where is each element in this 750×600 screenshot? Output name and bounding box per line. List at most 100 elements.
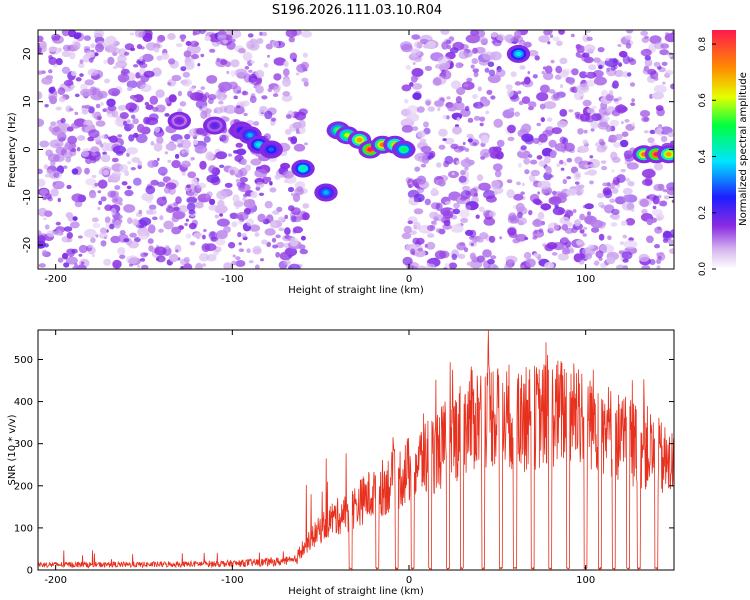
colorbar-label: Normalized spectral amplitude (738, 72, 749, 226)
heatmap-speckle (185, 147, 190, 153)
heatmap-speckle (65, 157, 72, 163)
heatmap-speckle (133, 132, 139, 138)
heatmap-speckle (534, 218, 540, 225)
heatmap-speckle (619, 139, 629, 148)
heatmap-speckle (241, 100, 250, 107)
heatmap-speckle (476, 30, 486, 38)
heatmap-speckle (591, 227, 600, 233)
heatmap-speckle (62, 252, 69, 260)
heatmap-speckle (554, 142, 568, 152)
heatmap-speckle (65, 256, 78, 265)
heatmap-speckle (50, 97, 54, 101)
heatmap-speckle (583, 129, 588, 134)
heatmap-speckle (114, 185, 121, 190)
heatmap-speckle (46, 230, 56, 238)
colorbar-ticks: 0.0 0.2 0.4 0.6 0.8 (698, 37, 716, 276)
heatmap-speckle (523, 41, 532, 48)
heatmap-speckle (75, 77, 82, 82)
snr-series-line (38, 330, 674, 570)
heatmap-speckle (493, 191, 498, 196)
heatmap-speckle (490, 51, 502, 61)
heatmap-speckle (224, 182, 233, 188)
heatmap-speckle (416, 175, 427, 185)
heatmap-speckle (219, 164, 225, 168)
heatmap-speckle (132, 118, 139, 125)
heatmap-speckle (139, 56, 144, 62)
heatmap-speckle (63, 79, 74, 87)
heatmap-speckle (406, 113, 420, 122)
heatmap-speckle (665, 32, 669, 36)
heatmap-speckle (171, 226, 182, 235)
heatmap-speckle (202, 234, 206, 240)
heatmap-speckle (492, 146, 502, 153)
heatmap-speckle (127, 217, 133, 225)
heatmap-speckle (589, 155, 594, 159)
heatmap-speckle (235, 105, 241, 109)
heatmap-speckle (653, 84, 667, 94)
heatmap-speckle (622, 71, 629, 78)
heatmap-speckle (605, 94, 614, 102)
heatmap-speckle (638, 253, 650, 262)
heatmap-speckle (95, 43, 104, 53)
snr-xlabel: Height of straight line (km) (288, 586, 424, 597)
heatmap-speckle (103, 59, 107, 65)
heatmap-speckle (401, 124, 414, 133)
x-tick-label: -200 (44, 575, 67, 586)
heatmap-speckle (504, 34, 515, 43)
heatmap-speckle (234, 68, 248, 78)
heatmap-speckle (473, 101, 484, 109)
heatmap-speckle (152, 216, 158, 221)
heatmap-speckle (485, 99, 491, 106)
heatmap-speckle (66, 126, 74, 132)
heatmap-speckle (462, 141, 466, 146)
heatmap-speckle (590, 219, 604, 229)
heatmap-speckle (534, 170, 538, 174)
heatmap-speckle (91, 253, 95, 258)
heatmap-speckle (520, 145, 527, 151)
heatmap-speckle (150, 208, 157, 215)
heatmap-speckle (580, 96, 583, 100)
heatmap-speckle (598, 64, 603, 70)
heatmap-speckle (48, 57, 57, 65)
heatmap-ridge-blob (400, 147, 407, 152)
heatmap-speckle (38, 178, 46, 187)
heatmap-speckle (540, 117, 545, 123)
heatmap-speckle (137, 164, 142, 170)
heatmap-speckle (583, 44, 596, 53)
heatmap-speckle (671, 31, 674, 34)
heatmap-speckle (592, 57, 601, 63)
heatmap-ridge-blob (515, 51, 522, 57)
heatmap-speckle (445, 201, 452, 205)
heatmap-speckle (70, 85, 76, 89)
heatmap-speckle (278, 216, 285, 222)
heatmap-speckle (257, 213, 266, 223)
heatmap-ridge-blob (211, 123, 218, 128)
heatmap-speckle (589, 163, 596, 169)
heatmap-speckle (579, 229, 585, 234)
heatmap-speckle (448, 262, 458, 269)
heatmap-speckle (660, 135, 668, 143)
heatmap-speckle (216, 218, 230, 227)
heatmap-speckle (411, 67, 424, 77)
heatmap-speckle (613, 98, 619, 102)
heatmap-speckle (156, 39, 163, 44)
heatmap-speckle (61, 50, 72, 58)
heatmap-speckle (41, 43, 47, 49)
spectrogram-xlabel: Height of straight line (km) (288, 285, 424, 296)
heatmap-speckle (600, 204, 607, 209)
heatmap-speckle (456, 117, 460, 122)
heatmap-speckle (135, 133, 148, 144)
heatmap-speckle (122, 120, 128, 126)
heatmap-speckle (136, 44, 143, 50)
heatmap-speckle (193, 232, 203, 239)
heatmap-speckle (593, 76, 607, 86)
heatmap-speckle (272, 244, 279, 249)
heatmap-speckle (603, 189, 613, 199)
heatmap-speckle (538, 133, 548, 143)
heatmap-speckle (433, 100, 444, 107)
heatmap-speckle (542, 66, 547, 70)
heatmap-speckle (182, 172, 186, 176)
heatmap-speckle (613, 141, 621, 148)
heatmap-speckle (90, 237, 96, 244)
heatmap-speckle (205, 193, 210, 199)
